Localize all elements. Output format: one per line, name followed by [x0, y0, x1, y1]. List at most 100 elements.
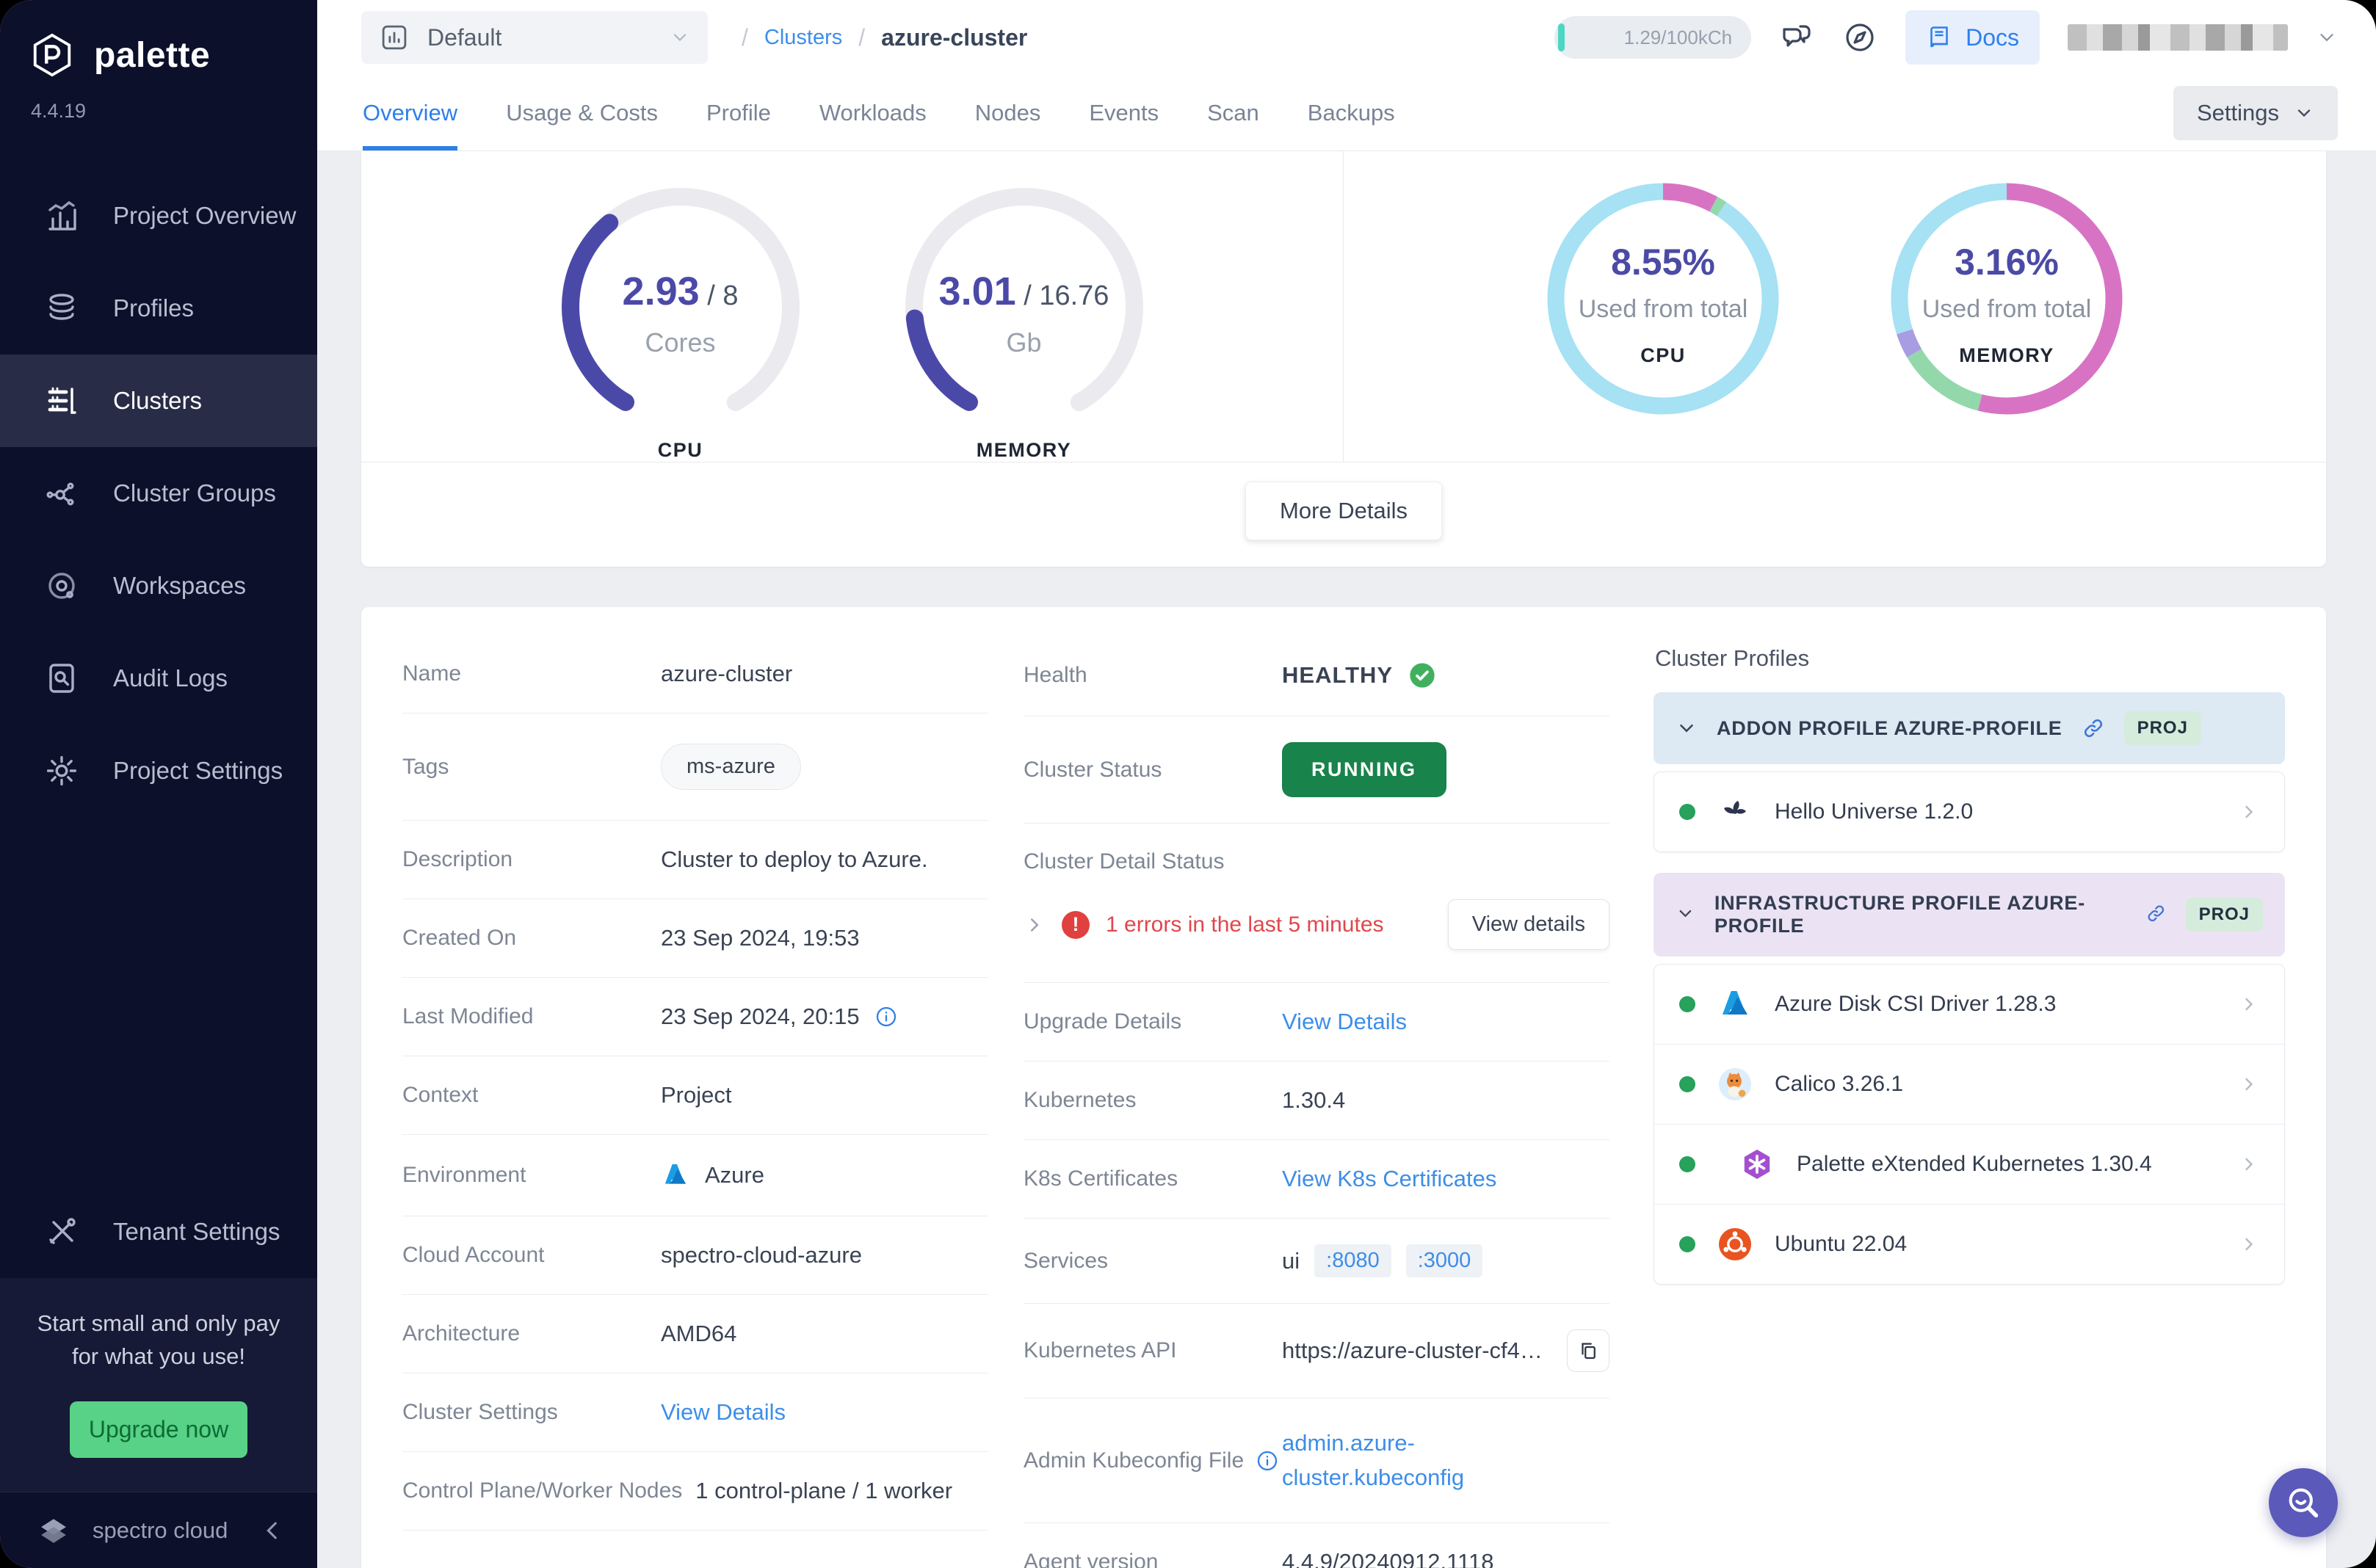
profile-item-name: Palette eXtended Kubernetes 1.30.4 — [1797, 1152, 2152, 1176]
tab-events[interactable]: Events — [1089, 99, 1159, 126]
status-row-kubernetes-api: Kubernetes API https://azure-cluster-cf4… — [1024, 1304, 1609, 1398]
tab-usage-costs[interactable]: Usage & Costs — [506, 99, 658, 126]
sidebar-nav: Project Overview Profiles Clusters — [0, 170, 317, 817]
breadcrumb-separator: / — [742, 23, 748, 51]
sidebar-footer: spectro cloud — [0, 1492, 317, 1568]
profile-group-header-addon[interactable]: ADDON PROFILE AZURE-PROFILE PROJ — [1654, 692, 2285, 764]
sidebar-item-profiles[interactable]: Profiles — [0, 262, 317, 355]
detail-value: spectro-cloud-azure — [661, 1242, 862, 1268]
breadcrumb-separator: / — [858, 23, 866, 51]
tab-profile[interactable]: Profile — [706, 99, 771, 126]
chevron-down-icon — [2294, 103, 2314, 123]
chevron-right-icon[interactable] — [1024, 914, 1046, 936]
settings-label: Settings — [2196, 99, 2279, 126]
detail-label: Services — [1024, 1248, 1109, 1273]
status-row-upgrade-details: Upgrade Details View Details — [1024, 983, 1609, 1061]
link-icon — [2145, 903, 2167, 926]
sidebar-item-label: Clusters — [113, 387, 203, 414]
project-selector[interactable]: Default — [361, 11, 708, 64]
pxk-logo-icon — [1739, 1147, 1775, 1182]
profile-item-azure-disk[interactable]: Azure Disk CSI Driver 1.28.3 — [1654, 965, 2284, 1045]
chevron-right-icon — [2239, 1234, 2259, 1255]
sidebar-item-clusters[interactable]: Clusters — [0, 355, 317, 447]
node-network-icon — [44, 476, 79, 511]
info-icon[interactable] — [1256, 1449, 1279, 1473]
detail-label: Upgrade Details — [1024, 1009, 1182, 1034]
detail-label: Cluster Status — [1024, 757, 1162, 782]
sidebar-item-workspaces[interactable]: Workspaces — [0, 540, 317, 632]
detail-label: Description — [402, 847, 513, 871]
service-port-link[interactable]: :8080 — [1314, 1244, 1391, 1277]
sidebar-item-project-overview[interactable]: Project Overview — [0, 170, 317, 262]
sidebar-item-audit-logs[interactable]: Audit Logs — [0, 632, 317, 725]
detail-row-name: Name azure-cluster — [402, 635, 988, 714]
book-icon — [1926, 24, 1952, 51]
cpu-caption: Used from total — [1578, 295, 1748, 323]
more-details-button[interactable]: More Details — [1245, 482, 1442, 540]
search-fab-button[interactable] — [2269, 1468, 2338, 1537]
detail-row-nodes: Control Plane/Worker Nodes 1 control-pla… — [402, 1452, 988, 1531]
chevron-down-icon — [670, 27, 690, 48]
breadcrumb-link-clusters[interactable]: Clusters — [764, 25, 843, 49]
profile-item-calico[interactable]: Calico 3.26.1 — [1654, 1045, 2284, 1125]
profile-item-hello-universe[interactable]: Hello Universe 1.2.0 — [1654, 772, 2284, 852]
profile-group-header-infrastructure[interactable]: INFRASTRUCTURE PROFILE AZURE-PROFILE PRO… — [1654, 873, 2285, 957]
kubeconfig-file-link[interactable]: admin.azure-cluster.kubeconfig — [1282, 1430, 1465, 1490]
sidebar-item-tenant-settings[interactable]: Tenant Settings — [0, 1186, 317, 1278]
status-dot — [1679, 1236, 1695, 1252]
compass-icon[interactable] — [1842, 20, 1877, 55]
status-dot — [1679, 996, 1695, 1012]
copy-icon[interactable] — [1567, 1329, 1609, 1372]
settings-button[interactable]: Settings — [2173, 85, 2338, 140]
docs-button[interactable]: Docs — [1905, 10, 2040, 65]
sidebar-item-label: Audit Logs — [113, 664, 228, 692]
cluster-profiles-panel: Cluster Profiles ADDON PROFILE AZURE-PRO… — [1645, 635, 2285, 1568]
project-selector-value: Default — [427, 23, 502, 51]
profile-item-name: Hello Universe 1.2.0 — [1775, 799, 1974, 824]
chevron-down-icon — [1676, 717, 1698, 739]
sidebar-item-cluster-groups[interactable]: Cluster Groups — [0, 447, 317, 540]
error-view-details-button[interactable]: View details — [1447, 899, 1609, 950]
cluster-profiles-title: Cluster Profiles — [1655, 645, 1810, 671]
cluster-settings-view-details-link[interactable]: View Details — [661, 1399, 786, 1425]
info-icon[interactable] — [874, 1005, 898, 1028]
chat-icon[interactable] — [1779, 20, 1814, 55]
tab-overview[interactable]: Overview — [363, 75, 458, 150]
user-menu-chevron-down-icon[interactable] — [2316, 26, 2338, 48]
detail-value: 1.30.4 — [1282, 1087, 1346, 1113]
detail-label: Cluster Settings — [402, 1400, 558, 1424]
cpu-donut-label: CPU — [1640, 344, 1686, 366]
detail-row-cluster-settings: Cluster Settings View Details — [402, 1373, 988, 1452]
detail-row-context: Context Project — [402, 1056, 988, 1135]
detail-value: Azure — [705, 1162, 764, 1188]
check-badge-icon — [1408, 661, 1437, 690]
upgrade-view-details-link[interactable]: View Details — [1282, 1009, 1408, 1034]
upgrade-now-button[interactable]: Upgrade now — [70, 1401, 247, 1458]
tab-scan[interactable]: Scan — [1207, 99, 1259, 126]
profile-item-ubuntu[interactable]: Ubuntu 22.04 — [1654, 1205, 2284, 1284]
detail-label: Last Modified — [402, 1004, 534, 1028]
tab-workloads[interactable]: Workloads — [819, 99, 927, 126]
user-name-redacted[interactable] — [2068, 24, 2288, 51]
tab-nodes[interactable]: Nodes — [974, 99, 1041, 126]
profile-item-pxk[interactable]: Palette eXtended Kubernetes 1.30.4 — [1654, 1125, 2284, 1205]
sidebar-item-project-settings[interactable]: Project Settings — [0, 725, 317, 817]
collapse-sidebar-icon[interactable] — [260, 1518, 285, 1543]
api-url: https://azure-cluster-cf42… — [1282, 1337, 1546, 1363]
detail-value: AMD64 — [661, 1321, 737, 1346]
status-row-kubeconfig: Admin Kubeconfig File admin.azure-cluste… — [1024, 1398, 1609, 1523]
usage-card-body: 2.93 / 8 Cores CPU 3.01 / 16.76 — [361, 151, 2326, 462]
error-badge-icon: ! — [1062, 910, 1090, 939]
view-k8s-certificates-link[interactable]: View K8s Certificates — [1282, 1166, 1497, 1191]
detail-label: Created On — [402, 926, 517, 950]
detail-row-environment: Environment Azure — [402, 1135, 988, 1216]
topbar-actions: 1.29/100kCh — [1554, 10, 2338, 65]
service-port-link[interactable]: :3000 — [1405, 1244, 1483, 1277]
detail-value: 23 Sep 2024, 19:53 — [661, 925, 860, 951]
detail-label: Kubernetes — [1024, 1088, 1137, 1112]
footer-brand: spectro cloud — [93, 1517, 228, 1543]
memory-percent: 3.16% — [1955, 242, 2059, 283]
tab-backups[interactable]: Backups — [1307, 99, 1395, 126]
detail-label: Environment — [402, 1163, 526, 1187]
detail-label: Kubernetes API — [1024, 1338, 1177, 1362]
